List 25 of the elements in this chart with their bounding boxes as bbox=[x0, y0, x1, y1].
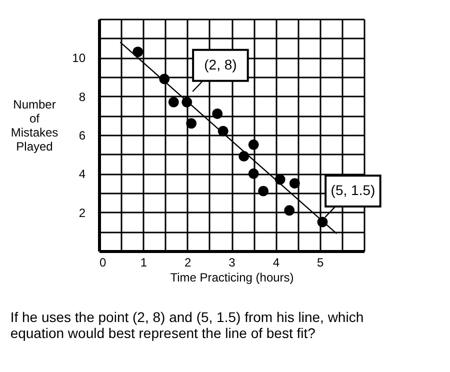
point bbox=[289, 178, 300, 189]
y-tick-label: 6 bbox=[78, 128, 86, 142]
x-axis-title: Time Practicing (hours) bbox=[170, 270, 294, 284]
y-axis-title: Number of Mistakes Played bbox=[10, 98, 58, 154]
point bbox=[186, 118, 197, 129]
y-tick-label: 2 bbox=[78, 206, 86, 220]
point bbox=[168, 96, 179, 108]
point bbox=[248, 168, 259, 179]
y-tick-label: 10 bbox=[72, 51, 86, 66]
point bbox=[258, 186, 269, 196]
y-tick-label: 4 bbox=[78, 167, 86, 182]
x-tick-label: 5 bbox=[316, 256, 324, 270]
x-tick-label: 3 bbox=[228, 256, 236, 270]
annotation: (5, 1.5) bbox=[330, 182, 376, 198]
point bbox=[284, 205, 295, 216]
point bbox=[212, 108, 223, 119]
point bbox=[132, 46, 144, 58]
x-tick-label: 2 bbox=[184, 256, 192, 270]
x-tick-label: 1 bbox=[140, 256, 148, 270]
text: If he uses the point (2, 8) and (5, 1.5) from his line, which equation would best represent the line of best fit? bbox=[10, 309, 364, 341]
x-tick-label: 4 bbox=[272, 256, 280, 270]
y-tick-label: 8 bbox=[78, 90, 86, 104]
x-tick-label: 0 bbox=[100, 256, 106, 270]
point bbox=[248, 139, 259, 150]
annotation: (2, 8) bbox=[204, 56, 237, 72]
